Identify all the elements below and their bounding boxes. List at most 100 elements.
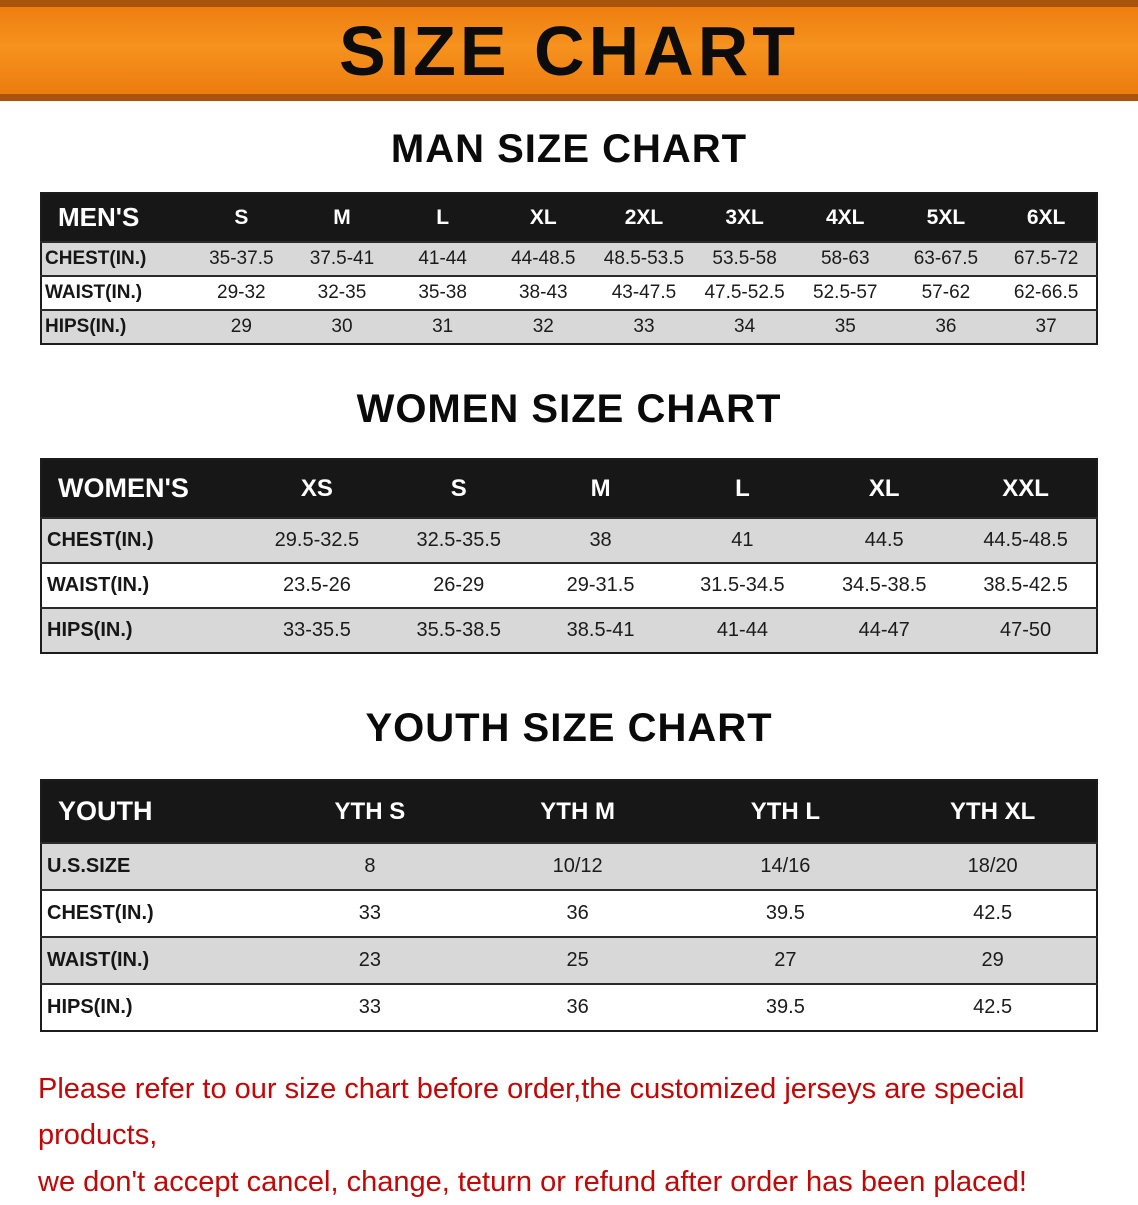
- size-value: 31: [432, 316, 454, 337]
- size-value: 29-32: [217, 282, 266, 303]
- banner: SIZE CHART: [0, 0, 1138, 101]
- size-value: 43-47.5: [611, 282, 677, 303]
- size-value: 34: [734, 316, 756, 337]
- measurement-label: WAIST(IN.): [45, 282, 143, 303]
- table-header-row: MEN'S S M L XL 2XL 3XL 4XL 5XL 6XL: [41, 193, 1097, 242]
- notice-line-1: Please refer to our size chart before or…: [38, 1073, 1025, 1152]
- table-row: HIPS(IN.) 33-35.5 35.5-38.5 38.5-41 41-44 44-…: [41, 608, 1097, 653]
- table-row: HIPS(IN.) 33 36 39.5 42.5: [41, 984, 1097, 1031]
- size-value: 52.5-57: [813, 282, 878, 303]
- size-value: 48.5-53.5: [603, 248, 685, 269]
- size-value: 38-43: [518, 282, 568, 303]
- size-value: 33: [358, 996, 381, 1018]
- size-column-header: YTH M: [473, 780, 682, 843]
- table-row: WAIST(IN.) 23.5-26 26-29 29-31.5 31.5-34.5 34…: [41, 563, 1097, 608]
- size-column-header: XL: [813, 459, 956, 518]
- size-value: 10/12: [552, 855, 603, 877]
- table-header-row: YOUTH YTH S YTH M YTH L YTH XL: [41, 780, 1097, 843]
- women-section-heading: WOMEN SIZE CHART: [356, 387, 782, 431]
- size-column-header: 5XL: [895, 193, 997, 242]
- size-value: 35-37.5: [209, 248, 274, 269]
- size-value: 67.5-72: [1013, 248, 1079, 269]
- size-value: 44.5-48.5: [983, 529, 1068, 551]
- size-column-header: 2XL: [593, 193, 695, 242]
- size-value: 47.5-52.5: [704, 282, 785, 303]
- men-size-section: MAN SIZE CHART MEN'S S M L XL 2XL 3XL 4XL 5XL 6XL…: [0, 127, 1138, 345]
- size-value: 53.5-58: [712, 248, 777, 269]
- size-value: 41-44: [418, 248, 467, 269]
- size-value: 63-67.5: [913, 248, 979, 269]
- youth-section-heading: YOUTH SIZE CHART: [365, 706, 773, 750]
- size-value: 8: [364, 855, 376, 877]
- size-value: 33-35.5: [282, 619, 351, 641]
- size-value: 36: [566, 996, 589, 1018]
- size-value: 32.5-35.5: [416, 529, 501, 551]
- size-value: 41: [731, 529, 754, 551]
- table-row: WAIST(IN.) 23 25 27 29: [41, 937, 1097, 984]
- women-size-section: WOMEN SIZE CHART WOMEN'S XS S M L XL XXL CHEST(…: [0, 387, 1138, 654]
- size-value: 14/16: [760, 855, 811, 877]
- size-value: 30: [331, 316, 353, 337]
- table-row: CHEST(IN.) 29.5-32.5 32.5-35.5 38 41 44.5 44.5…: [41, 518, 1097, 563]
- measurement-label: WAIST(IN.): [47, 574, 150, 596]
- size-value: 42.5: [973, 996, 1013, 1018]
- size-value: 23.5-26: [282, 574, 351, 596]
- table-group-label: WOMEN'S: [41, 459, 246, 518]
- size-value: 57-62: [921, 282, 971, 303]
- size-column-header: S: [191, 193, 292, 242]
- size-value: 37.5-41: [309, 248, 375, 269]
- men-size-table: MEN'S S M L XL 2XL 3XL 4XL 5XL 6XL CHEST(IN.) 35-37…: [40, 192, 1098, 345]
- page-title: SIZE CHART: [339, 11, 799, 90]
- measurement-label: WAIST(IN.): [47, 949, 150, 971]
- size-value: 29: [981, 949, 1004, 971]
- table-row: HIPS(IN.) 29 30 31 32 33 34 35 36 37: [41, 310, 1097, 344]
- size-column-header: 6XL: [996, 193, 1097, 242]
- size-value: 33: [358, 902, 381, 924]
- size-value: 41-44: [716, 619, 768, 641]
- size-column-header: XS: [246, 459, 388, 518]
- size-value: 26-29: [433, 574, 485, 596]
- men-section-heading: MAN SIZE CHART: [390, 127, 748, 171]
- table-header-row: WOMEN'S XS S M L XL XXL: [41, 459, 1097, 518]
- measurement-label: CHEST(IN.): [47, 529, 154, 551]
- measurement-label: HIPS(IN.): [45, 316, 127, 337]
- size-value: 35.5-38.5: [416, 619, 501, 641]
- size-value: 44-48.5: [511, 248, 576, 269]
- size-column-header: L: [392, 193, 493, 242]
- size-value: 35: [834, 316, 856, 337]
- measurement-label: HIPS(IN.): [47, 996, 133, 1018]
- women-size-table: WOMEN'S XS S M L XL XXL CHEST(IN.) 29.5-32.5 32.5…: [40, 458, 1098, 654]
- size-value: 29-31.5: [566, 574, 635, 596]
- measurement-label: U.S.SIZE: [47, 855, 131, 877]
- size-value: 29.5-32.5: [274, 529, 360, 551]
- table-row: CHEST(IN.) 35-37.5 37.5-41 41-44 44-48.5 48.5…: [41, 242, 1097, 276]
- size-value: 44-47: [858, 619, 910, 641]
- table-group-label: YOUTH: [41, 780, 266, 843]
- size-value: 62-66.5: [1013, 282, 1079, 303]
- size-value: 18/20: [967, 855, 1018, 877]
- size-value: 25: [566, 949, 589, 971]
- youth-size-table: YOUTH YTH S YTH M YTH L YTH XL U.S.SIZE 8 10/12…: [40, 779, 1098, 1032]
- size-column-header: M: [529, 459, 672, 518]
- size-column-header: 4XL: [794, 193, 896, 242]
- youth-size-section: YOUTH SIZE CHART YOUTH YTH S YTH M YTH L YTH…: [0, 706, 1138, 1032]
- size-value: 47-50: [999, 619, 1052, 641]
- size-column-header: YTH XL: [889, 780, 1097, 843]
- size-column-header: YTH L: [681, 780, 890, 843]
- size-value: 27: [774, 949, 797, 971]
- size-value: 32: [532, 316, 554, 337]
- size-column-header: M: [291, 193, 393, 242]
- size-column-header: L: [671, 459, 814, 518]
- table-group-label: MEN'S: [41, 193, 191, 242]
- size-value: 37: [1035, 316, 1057, 337]
- size-value: 34.5-38.5: [841, 574, 927, 596]
- size-value: 36: [935, 316, 957, 337]
- table-row: CHEST(IN.) 33 36 39.5 42.5: [41, 890, 1097, 937]
- size-value: 58-63: [820, 248, 870, 269]
- size-column-header: S: [387, 459, 530, 518]
- table-row: WAIST(IN.) 29-32 32-35 35-38 38-43 43-47.5 47.…: [41, 276, 1097, 310]
- size-value: 32-35: [317, 282, 367, 303]
- measurement-label: CHEST(IN.): [45, 248, 147, 269]
- size-value: 23: [358, 949, 381, 971]
